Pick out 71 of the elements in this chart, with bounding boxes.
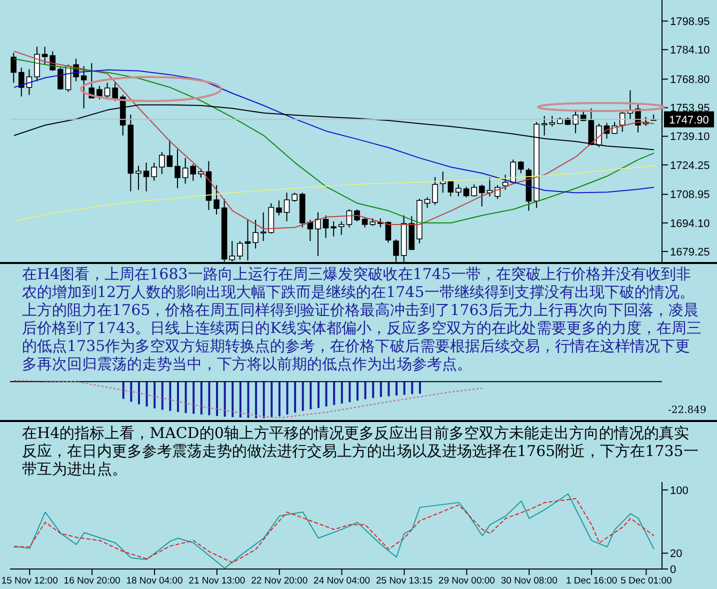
y-tick-label: 1753.95 <box>670 102 710 115</box>
candlestick <box>362 216 368 228</box>
candlestick <box>190 164 196 182</box>
x-tick-label: 18 Nov 04:00 <box>126 576 183 587</box>
candlestick <box>448 180 454 197</box>
candlestick <box>518 160 524 174</box>
candlestick <box>432 176 438 206</box>
candlestick <box>330 220 336 237</box>
candlestick <box>478 184 485 207</box>
y-tick-label: 1679.25 <box>670 246 710 258</box>
candlestick <box>424 196 430 208</box>
x-tick-label: 15 Nov 12:00 <box>1 576 58 587</box>
candlestick <box>510 159 516 184</box>
x-tick-label: 30 Nov 08:00 <box>500 576 558 587</box>
candlestick <box>456 184 462 197</box>
candlestick <box>252 219 258 250</box>
y-tick-label: 0 <box>670 564 676 576</box>
candlestick <box>136 165 142 190</box>
candlestick <box>463 186 470 198</box>
candlestick <box>315 212 321 257</box>
candlestick <box>182 158 188 184</box>
y-tick-label: 20 <box>670 548 682 560</box>
y-tick-label: 1739.10 <box>670 131 710 144</box>
candlestick <box>276 200 282 216</box>
x-tick-label: 25 Nov 13:15 <box>376 576 432 587</box>
candlestick <box>214 184 220 215</box>
candlestick <box>494 184 500 200</box>
candlestick <box>174 148 180 189</box>
candlestick <box>112 82 118 102</box>
text: 在H4图看，上周在1683一路向上运行在周三爆发突破收在1745一带，在突破上行价格并没有收到非农的增加到12万人数的影响出现大幅下跌而是继续的在1745一带继续得到支撑没有出现下破的情况。上方的阻力在1765，价格在周五同样得到验证价格最高冲击到了1763后无力上行再次向下回落，凌晨后价格到了1743。日线上连续两日的K线实体都偏小，反应多空双方的在此处需要更多的力度，在周三的低点1735作为多空双方短期转换点的参考，在价格下破后需要根据后续交易，行情在这样情况下更多再次回归震荡的走势当中，下方将以前期的低点作为出场参考点。 <box>22 265 702 373</box>
x-tick-label: 22 Nov 20:00 <box>251 576 308 587</box>
x-tick-label: 1 Dec 16:00 <box>566 576 618 587</box>
candlestick <box>143 162 150 192</box>
candlestick <box>166 140 173 168</box>
x-tick-label: 21 Nov 13:00 <box>188 576 246 587</box>
candlestick <box>541 115 548 136</box>
y-tick-label: 1768.80 <box>670 74 710 86</box>
y-tick-label: 1798.95 <box>670 16 710 28</box>
candlestick <box>596 123 602 148</box>
y-tick-label: 1784.10 <box>670 44 710 57</box>
candlestick <box>284 192 290 222</box>
candlestick <box>385 220 392 244</box>
candlestick <box>158 152 165 175</box>
ref-line-label: 1747.90 <box>669 114 709 126</box>
x-tick-label: 24 Nov 04:00 <box>314 576 370 587</box>
candlestick <box>42 46 48 66</box>
y-tick-label: 1724.25 <box>670 160 710 172</box>
candlestick <box>322 214 329 238</box>
candlestick <box>572 109 578 134</box>
candlestick <box>80 66 87 109</box>
candlestick <box>549 115 556 127</box>
y-tick-label: 1694.10 <box>670 218 710 230</box>
y-tick-label: 100 <box>670 484 688 497</box>
candlestick <box>96 85 102 100</box>
candlestick <box>292 192 298 202</box>
candlestick <box>471 184 477 197</box>
candlestick <box>151 162 157 182</box>
x-tick-label: 16 Nov 20:00 <box>64 576 120 587</box>
candlestick <box>619 112 626 132</box>
x-tick-label: 29 Nov 00:00 <box>438 576 495 587</box>
text: -22.849 <box>668 405 706 417</box>
candlestick <box>34 46 40 82</box>
text: 在H4的指标上看，MACD的0轴上方平移的情况更多反应出目前多空双方未能走出方向的情况的真实反应，在日内更多参考震荡走势的做法进行交易上方的出场以及进场选择在1765附近，下方在1735一带互为进出点。 <box>22 424 700 478</box>
candlestick <box>237 240 243 260</box>
candlestick <box>10 52 16 84</box>
x-tick-label: 5 Dec 01:00 <box>620 576 672 587</box>
candlestick <box>104 82 110 100</box>
y-tick-label: 1708.95 <box>670 189 710 202</box>
candlestick <box>260 212 266 242</box>
candlestick <box>18 67 24 97</box>
candlestick <box>338 220 344 236</box>
